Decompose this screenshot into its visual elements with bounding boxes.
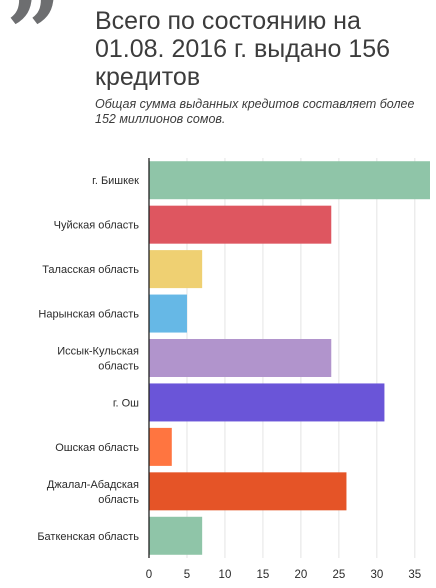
page-subtitle: Общая сумма выданных кредитов составляет…: [95, 97, 415, 126]
bar: [149, 294, 187, 333]
x-tick-label: 10: [219, 569, 232, 581]
bar: [149, 472, 347, 511]
bar: [149, 339, 332, 377]
bar: [149, 250, 203, 289]
chart-x-tick-labels: 0 5 10 15 20 25 30 35: [146, 569, 421, 581]
x-tick-label: 35: [408, 569, 421, 581]
bar: [149, 205, 332, 244]
category-label: область: [98, 494, 139, 506]
category-label: область: [98, 361, 139, 373]
category-label: Нарынская область: [38, 309, 139, 321]
category-label: Таласская область: [42, 264, 139, 276]
category-label: г. Бишкек: [92, 175, 139, 187]
quote-icon: ”: [6, 0, 61, 90]
category-label: Чуйская область: [54, 220, 140, 232]
x-tick-label: 15: [257, 569, 270, 581]
bar: [149, 427, 172, 466]
x-tick-label: 25: [332, 569, 345, 581]
bar: [149, 516, 203, 555]
bar: [149, 383, 385, 422]
chart-category-labels: г. Бишкек Чуйская область Таласская област…: [37, 175, 139, 543]
bar: [149, 161, 430, 200]
chart-bars: [149, 161, 430, 555]
category-label: Иссык-Кульская: [57, 346, 139, 358]
page-title: Всего по состоянию на 01.08. 2016 г. выд…: [95, 7, 391, 91]
category-label: Джалал-Абадская: [47, 479, 139, 491]
category-label: г. Ош: [113, 397, 139, 409]
x-tick-label: 0: [146, 569, 152, 581]
category-label: Ошская область: [55, 442, 139, 454]
x-tick-label: 5: [184, 569, 190, 581]
category-label: Баткенская область: [37, 531, 139, 543]
x-tick-label: 30: [370, 569, 383, 581]
x-tick-label: 20: [294, 569, 307, 581]
